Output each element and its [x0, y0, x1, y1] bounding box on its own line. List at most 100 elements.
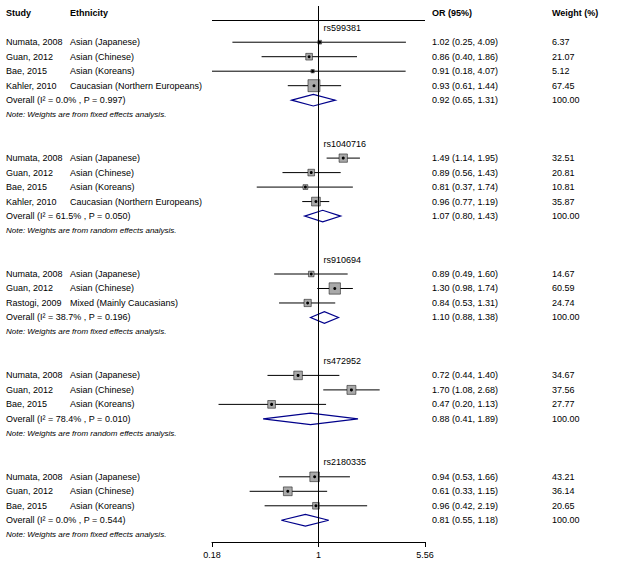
svg-text:1.30 (0.98, 1.74): 1.30 (0.98, 1.74)	[432, 283, 498, 293]
svg-text:Guan, 2012: Guan, 2012	[6, 385, 53, 395]
svg-text:35.87: 35.87	[552, 197, 575, 207]
svg-text:Note: Weights are from fixed e: Note: Weights are from fixed effects ana…	[6, 530, 166, 539]
svg-text:Rastogi, 2009: Rastogi, 2009	[6, 298, 62, 308]
svg-text:Note: Weights are from random: Note: Weights are from random effects an…	[6, 226, 177, 235]
svg-text:Kahler, 2010: Kahler, 2010	[6, 197, 57, 207]
svg-text:Guan, 2012: Guan, 2012	[6, 283, 53, 293]
svg-text:6.37: 6.37	[552, 37, 570, 47]
svg-text:60.59: 60.59	[552, 283, 575, 293]
svg-text:Note: Weights are from fixed e: Note: Weights are from fixed effects ana…	[6, 327, 166, 336]
svg-text:Overall (I² = 0.0% , P = 0.544: Overall (I² = 0.0% , P = 0.544)	[6, 515, 125, 525]
svg-text:Asian (Koreans): Asian (Koreans)	[70, 182, 135, 192]
svg-text:100.00: 100.00	[552, 211, 580, 221]
svg-text:20.81: 20.81	[552, 168, 575, 178]
svg-text:Numata, 2008: Numata, 2008	[6, 37, 63, 47]
svg-text:0.91 (0.18, 4.07): 0.91 (0.18, 4.07)	[432, 66, 498, 76]
svg-text:5.12: 5.12	[552, 66, 570, 76]
svg-text:0.88 (0.41, 1.89): 0.88 (0.41, 1.89)	[432, 414, 498, 424]
svg-text:0.47 (0.20, 1.13): 0.47 (0.20, 1.13)	[432, 399, 498, 409]
svg-text:5.56: 5.56	[416, 550, 434, 560]
svg-text:Asian (Japanese): Asian (Japanese)	[70, 269, 140, 279]
svg-text:1.70 (1.08, 2.68): 1.70 (1.08, 2.68)	[432, 385, 498, 395]
svg-text:Overall (I² = 78.4% , P = 0.01: Overall (I² = 78.4% , P = 0.010)	[6, 414, 130, 424]
svg-text:1.02 (0.25, 4.09): 1.02 (0.25, 4.09)	[432, 37, 498, 47]
svg-text:Note: Weights are from random: Note: Weights are from random effects an…	[6, 429, 177, 438]
svg-text:Asian (Chinese): Asian (Chinese)	[70, 52, 134, 62]
svg-text:Asian (Japanese): Asian (Japanese)	[70, 37, 140, 47]
svg-text:rs1040716: rs1040716	[323, 139, 366, 149]
svg-text:Caucasian (Northern Europeans): Caucasian (Northern Europeans)	[70, 197, 202, 207]
svg-text:20.65: 20.65	[552, 501, 575, 511]
svg-text:Asian (Koreans): Asian (Koreans)	[70, 399, 135, 409]
svg-text:1.10 (0.88, 1.38): 1.10 (0.88, 1.38)	[432, 312, 498, 322]
svg-text:Ethnicity: Ethnicity	[70, 8, 108, 18]
svg-text:Bae, 2015: Bae, 2015	[6, 399, 47, 409]
svg-text:0.86 (0.40, 1.86): 0.86 (0.40, 1.86)	[432, 52, 498, 62]
svg-text:100.00: 100.00	[552, 312, 580, 322]
svg-text:10.81: 10.81	[552, 182, 575, 192]
svg-text:100.00: 100.00	[552, 414, 580, 424]
svg-text:OR (95%): OR (95%)	[432, 8, 472, 18]
svg-text:Caucasian (Northern Europeans): Caucasian (Northern Europeans)	[70, 81, 202, 91]
svg-text:0.92 (0.65, 1.31): 0.92 (0.65, 1.31)	[432, 95, 498, 105]
svg-text:0.96 (0.77, 1.19): 0.96 (0.77, 1.19)	[432, 197, 498, 207]
svg-text:Numata, 2008: Numata, 2008	[6, 153, 63, 163]
svg-text:Guan, 2012: Guan, 2012	[6, 486, 53, 496]
svg-text:Note: Weights are from fixed e: Note: Weights are from fixed effects ana…	[6, 110, 166, 119]
svg-text:Asian (Chinese): Asian (Chinese)	[70, 283, 134, 293]
svg-text:1.07 (0.80, 1.43): 1.07 (0.80, 1.43)	[432, 211, 498, 221]
svg-text:Weight (%): Weight (%)	[552, 8, 598, 18]
svg-text:Asian (Japanese): Asian (Japanese)	[70, 370, 140, 380]
svg-text:1: 1	[316, 550, 321, 560]
svg-text:67.45: 67.45	[552, 81, 575, 91]
svg-text:rs2180335: rs2180335	[323, 457, 366, 467]
svg-text:Overall (I² = 61.5% , P = 0.05: Overall (I² = 61.5% , P = 0.050)	[6, 211, 130, 221]
svg-text:24.74: 24.74	[552, 298, 575, 308]
svg-text:0.81 (0.37, 1.74): 0.81 (0.37, 1.74)	[432, 182, 498, 192]
svg-text:Numata, 2008: Numata, 2008	[6, 370, 63, 380]
svg-text:0.61 (0.33, 1.15): 0.61 (0.33, 1.15)	[432, 486, 498, 496]
svg-text:37.56: 37.56	[552, 385, 575, 395]
svg-text:14.67: 14.67	[552, 269, 575, 279]
svg-text:Asian (Koreans): Asian (Koreans)	[70, 66, 135, 76]
svg-text:1.49 (1.14, 1.95): 1.49 (1.14, 1.95)	[432, 153, 498, 163]
svg-text:Overall (I² = 0.0% , P = 0.997: Overall (I² = 0.0% , P = 0.997)	[6, 95, 125, 105]
svg-text:43.21: 43.21	[552, 472, 575, 482]
svg-text:rs472952: rs472952	[323, 356, 361, 366]
svg-text:0.96 (0.42, 2.19): 0.96 (0.42, 2.19)	[432, 501, 498, 511]
svg-text:Asian (Koreans): Asian (Koreans)	[70, 501, 135, 511]
svg-text:27.77: 27.77	[552, 399, 575, 409]
svg-text:Asian (Chinese): Asian (Chinese)	[70, 486, 134, 496]
svg-text:Mixed (Mainly Caucasians): Mixed (Mainly Caucasians)	[70, 298, 178, 308]
svg-text:Kahler, 2010: Kahler, 2010	[6, 81, 57, 91]
svg-text:32.51: 32.51	[552, 153, 575, 163]
svg-text:Asian (Chinese): Asian (Chinese)	[70, 385, 134, 395]
svg-text:Bae, 2015: Bae, 2015	[6, 501, 47, 511]
svg-text:0.94 (0.53, 1.66): 0.94 (0.53, 1.66)	[432, 472, 498, 482]
svg-text:100.00: 100.00	[552, 95, 580, 105]
svg-text:Bae, 2015: Bae, 2015	[6, 182, 47, 192]
svg-text:0.84 (0.53, 1.31): 0.84 (0.53, 1.31)	[432, 298, 498, 308]
svg-text:Overall (I² = 38.7% , P = 0.19: Overall (I² = 38.7% , P = 0.196)	[6, 312, 130, 322]
svg-text:0.93 (0.61, 1.44): 0.93 (0.61, 1.44)	[432, 81, 498, 91]
svg-text:Guan, 2012: Guan, 2012	[6, 52, 53, 62]
svg-text:100.00: 100.00	[552, 515, 580, 525]
svg-text:36.14: 36.14	[552, 486, 575, 496]
svg-text:rs599381: rs599381	[323, 23, 361, 33]
svg-text:Asian (Japanese): Asian (Japanese)	[70, 472, 140, 482]
svg-text:Numata, 2008: Numata, 2008	[6, 472, 63, 482]
svg-text:Study: Study	[6, 8, 31, 18]
svg-text:Numata, 2008: Numata, 2008	[6, 269, 63, 279]
svg-text:Asian (Chinese): Asian (Chinese)	[70, 168, 134, 178]
svg-text:21.07: 21.07	[552, 52, 575, 62]
svg-text:0.89 (0.56, 1.43): 0.89 (0.56, 1.43)	[432, 168, 498, 178]
svg-text:Asian (Japanese): Asian (Japanese)	[70, 153, 140, 163]
svg-text:0.81 (0.55, 1.18): 0.81 (0.55, 1.18)	[432, 515, 498, 525]
svg-text:0.18: 0.18	[203, 550, 221, 560]
svg-text:Bae, 2015: Bae, 2015	[6, 66, 47, 76]
svg-text:0.72 (0.44, 1.40): 0.72 (0.44, 1.40)	[432, 370, 498, 380]
svg-text:34.67: 34.67	[552, 370, 575, 380]
svg-text:0.89 (0.49, 1.60): 0.89 (0.49, 1.60)	[432, 269, 498, 279]
svg-text:rs910694: rs910694	[323, 255, 361, 265]
svg-text:Guan, 2012: Guan, 2012	[6, 168, 53, 178]
